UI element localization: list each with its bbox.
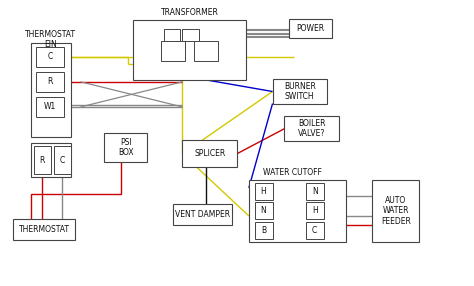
Bar bbox=[255, 202, 273, 219]
Text: C: C bbox=[47, 52, 53, 61]
Bar bbox=[31, 143, 71, 177]
Text: WATER CUTOFF: WATER CUTOFF bbox=[263, 168, 322, 177]
Bar bbox=[173, 204, 232, 225]
Text: THERMOSTAT
EIN: THERMOSTAT EIN bbox=[25, 30, 76, 49]
Bar bbox=[164, 29, 180, 41]
Text: C: C bbox=[312, 226, 318, 235]
Text: THERMOSTAT: THERMOSTAT bbox=[18, 225, 70, 234]
Text: R: R bbox=[40, 156, 45, 165]
Text: B: B bbox=[261, 226, 266, 235]
Text: AUTO
WATER
FEEDER: AUTO WATER FEEDER bbox=[381, 196, 411, 226]
Bar bbox=[13, 219, 75, 240]
Bar bbox=[36, 72, 64, 92]
Bar bbox=[306, 202, 324, 219]
Text: C: C bbox=[60, 156, 65, 165]
Text: W1: W1 bbox=[44, 102, 56, 112]
Bar bbox=[36, 47, 64, 67]
Text: PSI
BOX: PSI BOX bbox=[118, 138, 133, 157]
Text: N: N bbox=[312, 187, 318, 196]
Bar bbox=[54, 146, 71, 174]
Bar bbox=[104, 133, 147, 162]
Text: BURNER
SWITCH: BURNER SWITCH bbox=[284, 82, 316, 101]
Text: H: H bbox=[261, 187, 266, 196]
Bar bbox=[182, 29, 199, 41]
Bar bbox=[133, 20, 246, 80]
Text: VENT DAMPER: VENT DAMPER bbox=[175, 210, 230, 219]
Text: H: H bbox=[312, 206, 318, 215]
Bar bbox=[306, 222, 324, 239]
Text: SPLICER: SPLICER bbox=[194, 149, 225, 158]
Text: BOILER
VALVE?: BOILER VALVE? bbox=[298, 119, 326, 138]
Text: R: R bbox=[47, 77, 53, 86]
Text: TRANSFORMER: TRANSFORMER bbox=[161, 8, 219, 17]
Bar bbox=[249, 180, 346, 242]
Bar bbox=[36, 97, 64, 117]
Text: N: N bbox=[261, 206, 266, 215]
Text: POWER: POWER bbox=[296, 24, 325, 33]
Bar bbox=[161, 41, 185, 61]
Bar bbox=[255, 222, 273, 239]
Bar bbox=[306, 183, 324, 200]
Bar bbox=[194, 41, 218, 61]
Bar bbox=[34, 146, 51, 174]
Bar bbox=[273, 79, 327, 104]
Bar bbox=[31, 43, 71, 137]
Bar bbox=[289, 19, 332, 38]
Bar bbox=[182, 140, 237, 167]
Bar bbox=[255, 183, 273, 200]
Bar bbox=[284, 116, 339, 141]
Bar bbox=[372, 180, 419, 242]
